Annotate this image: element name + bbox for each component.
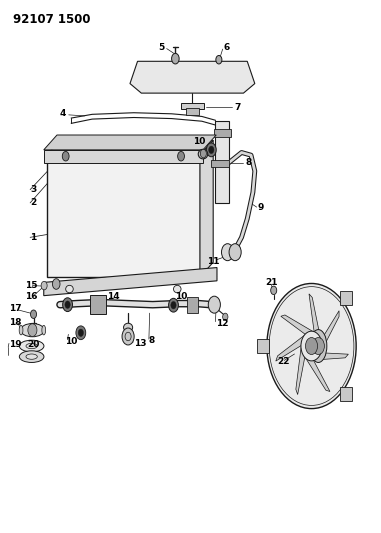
Polygon shape	[276, 335, 305, 361]
Text: 12: 12	[216, 319, 229, 328]
Circle shape	[301, 331, 322, 361]
Circle shape	[216, 55, 222, 64]
Polygon shape	[309, 294, 321, 340]
Circle shape	[62, 151, 69, 161]
Text: 9: 9	[258, 203, 264, 212]
Bar	[44, 150, 203, 163]
Circle shape	[30, 310, 37, 318]
Text: 10: 10	[65, 337, 77, 346]
Text: 8: 8	[245, 158, 251, 166]
Ellipse shape	[123, 323, 133, 332]
Text: 7: 7	[234, 103, 240, 112]
Circle shape	[168, 298, 178, 312]
Text: 5: 5	[158, 43, 165, 52]
Text: 1: 1	[30, 233, 36, 242]
Circle shape	[223, 313, 228, 320]
Ellipse shape	[21, 324, 44, 337]
Text: 13: 13	[134, 340, 146, 349]
Text: 16: 16	[25, 292, 37, 301]
Circle shape	[122, 328, 134, 345]
Text: 15: 15	[25, 280, 37, 289]
Bar	[340, 291, 352, 305]
Ellipse shape	[310, 329, 327, 362]
Circle shape	[65, 301, 70, 309]
Polygon shape	[44, 135, 216, 150]
Circle shape	[267, 284, 356, 409]
Polygon shape	[44, 268, 217, 296]
Circle shape	[62, 298, 72, 312]
Polygon shape	[200, 140, 213, 277]
Ellipse shape	[198, 149, 208, 159]
Text: 14: 14	[107, 292, 120, 301]
Circle shape	[306, 337, 318, 354]
Bar	[187, 297, 198, 313]
Ellipse shape	[173, 285, 181, 293]
Bar	[340, 387, 352, 401]
Text: 20: 20	[27, 341, 40, 350]
Ellipse shape	[42, 325, 46, 335]
Circle shape	[171, 302, 176, 309]
Circle shape	[28, 324, 37, 336]
Circle shape	[53, 279, 60, 289]
Text: 17: 17	[9, 304, 22, 313]
Bar	[211, 160, 229, 167]
Polygon shape	[130, 61, 255, 93]
Ellipse shape	[66, 285, 73, 293]
Text: 2: 2	[30, 198, 36, 207]
Circle shape	[209, 146, 214, 154]
Circle shape	[200, 149, 207, 158]
Polygon shape	[305, 358, 330, 392]
Circle shape	[171, 53, 179, 64]
Circle shape	[271, 286, 277, 295]
Polygon shape	[321, 311, 339, 352]
Text: 18: 18	[9, 318, 21, 327]
Ellipse shape	[19, 351, 44, 362]
Polygon shape	[281, 315, 314, 334]
Text: 10: 10	[194, 138, 206, 147]
Circle shape	[78, 329, 83, 336]
Circle shape	[178, 151, 184, 161]
Ellipse shape	[19, 325, 23, 335]
Text: 8: 8	[149, 336, 155, 345]
Bar	[90, 295, 106, 314]
Bar	[215, 129, 231, 136]
Bar	[186, 108, 199, 115]
Ellipse shape	[26, 343, 37, 349]
Circle shape	[207, 143, 216, 157]
Circle shape	[312, 337, 324, 354]
Circle shape	[221, 244, 234, 261]
Bar	[257, 339, 269, 353]
Text: 19: 19	[9, 341, 22, 350]
Text: 22: 22	[277, 358, 290, 367]
Circle shape	[208, 296, 220, 313]
Text: 11: 11	[208, 257, 220, 265]
Circle shape	[76, 326, 86, 340]
Bar	[215, 120, 229, 203]
Ellipse shape	[26, 354, 37, 359]
Text: 21: 21	[266, 278, 278, 287]
Polygon shape	[296, 346, 305, 394]
Bar	[181, 103, 205, 109]
Text: 10: 10	[174, 292, 187, 301]
Circle shape	[41, 281, 47, 290]
Polygon shape	[314, 353, 348, 360]
Bar	[47, 155, 200, 277]
Text: 3: 3	[30, 185, 36, 194]
Polygon shape	[47, 140, 213, 155]
Ellipse shape	[19, 340, 44, 352]
Circle shape	[229, 244, 241, 261]
Text: 92107 1500: 92107 1500	[13, 13, 90, 27]
Text: 6: 6	[224, 43, 230, 52]
Text: 4: 4	[60, 109, 66, 118]
